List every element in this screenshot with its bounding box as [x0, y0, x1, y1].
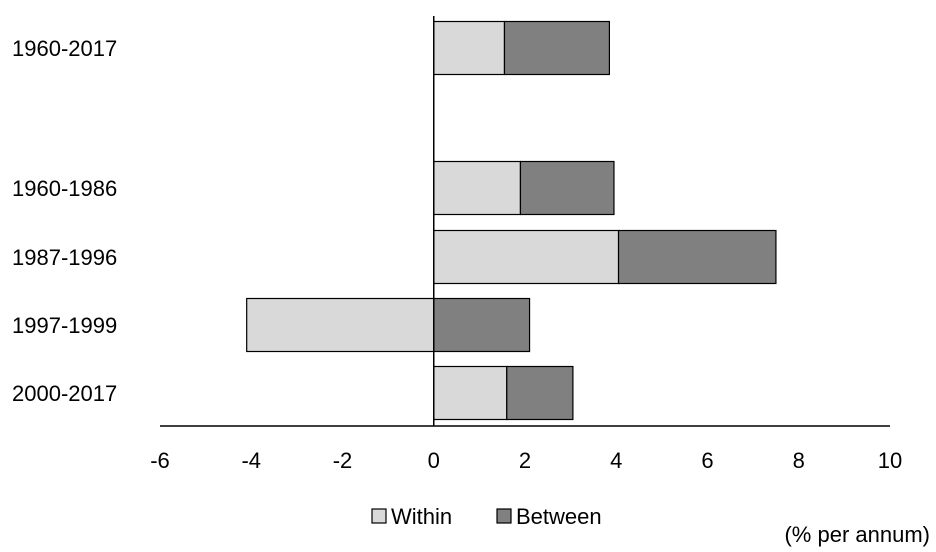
bar-within-2000-2017 — [433, 365, 508, 421]
bar-within-1987-1996 — [433, 229, 620, 285]
x-tick-label: 2 — [519, 448, 531, 473]
x-tick-label: 0 — [428, 448, 440, 473]
category-label: 1960-2017 — [12, 36, 117, 61]
category-label: 1987-1996 — [12, 245, 117, 270]
bar-between-1997-1999 — [433, 297, 531, 353]
legend-label-within: Within — [391, 504, 452, 529]
category-label: 1960-1986 — [12, 176, 117, 201]
legend-swatch-within — [371, 508, 387, 524]
category-label: 2000-2017 — [12, 381, 117, 406]
x-tick-label: -4 — [241, 448, 261, 473]
legend: Within Between — [371, 504, 602, 529]
category-label: 1997-1999 — [12, 313, 117, 338]
bar-between-1987-1996 — [617, 229, 777, 285]
x-tick-label: -2 — [333, 448, 353, 473]
bar-within-1960-1986 — [433, 160, 522, 216]
x-tick-labels: -6 -4 -2 0 2 4 6 8 10 — [150, 448, 902, 473]
bar-between-1960-2017 — [503, 20, 611, 76]
bar-between-2000-2017 — [506, 365, 574, 421]
x-tick-label: -6 — [150, 448, 170, 473]
x-tick-label: 6 — [701, 448, 713, 473]
bar-within-1997-1999 — [246, 297, 435, 353]
bar-within-1960-2017 — [433, 20, 506, 76]
legend-swatch-between — [496, 508, 512, 524]
x-tick-label: 10 — [878, 448, 902, 473]
x-tick-label: 4 — [610, 448, 622, 473]
legend-label-between: Between — [516, 504, 602, 529]
unit-label: (% per annum) — [784, 522, 930, 547]
x-tick-label: 8 — [793, 448, 805, 473]
bar-between-1960-1986 — [519, 160, 615, 216]
bars-group — [246, 20, 777, 421]
category-labels: 1960-2017 1960-1986 1987-1996 1997-1999 2000… — [12, 36, 117, 406]
